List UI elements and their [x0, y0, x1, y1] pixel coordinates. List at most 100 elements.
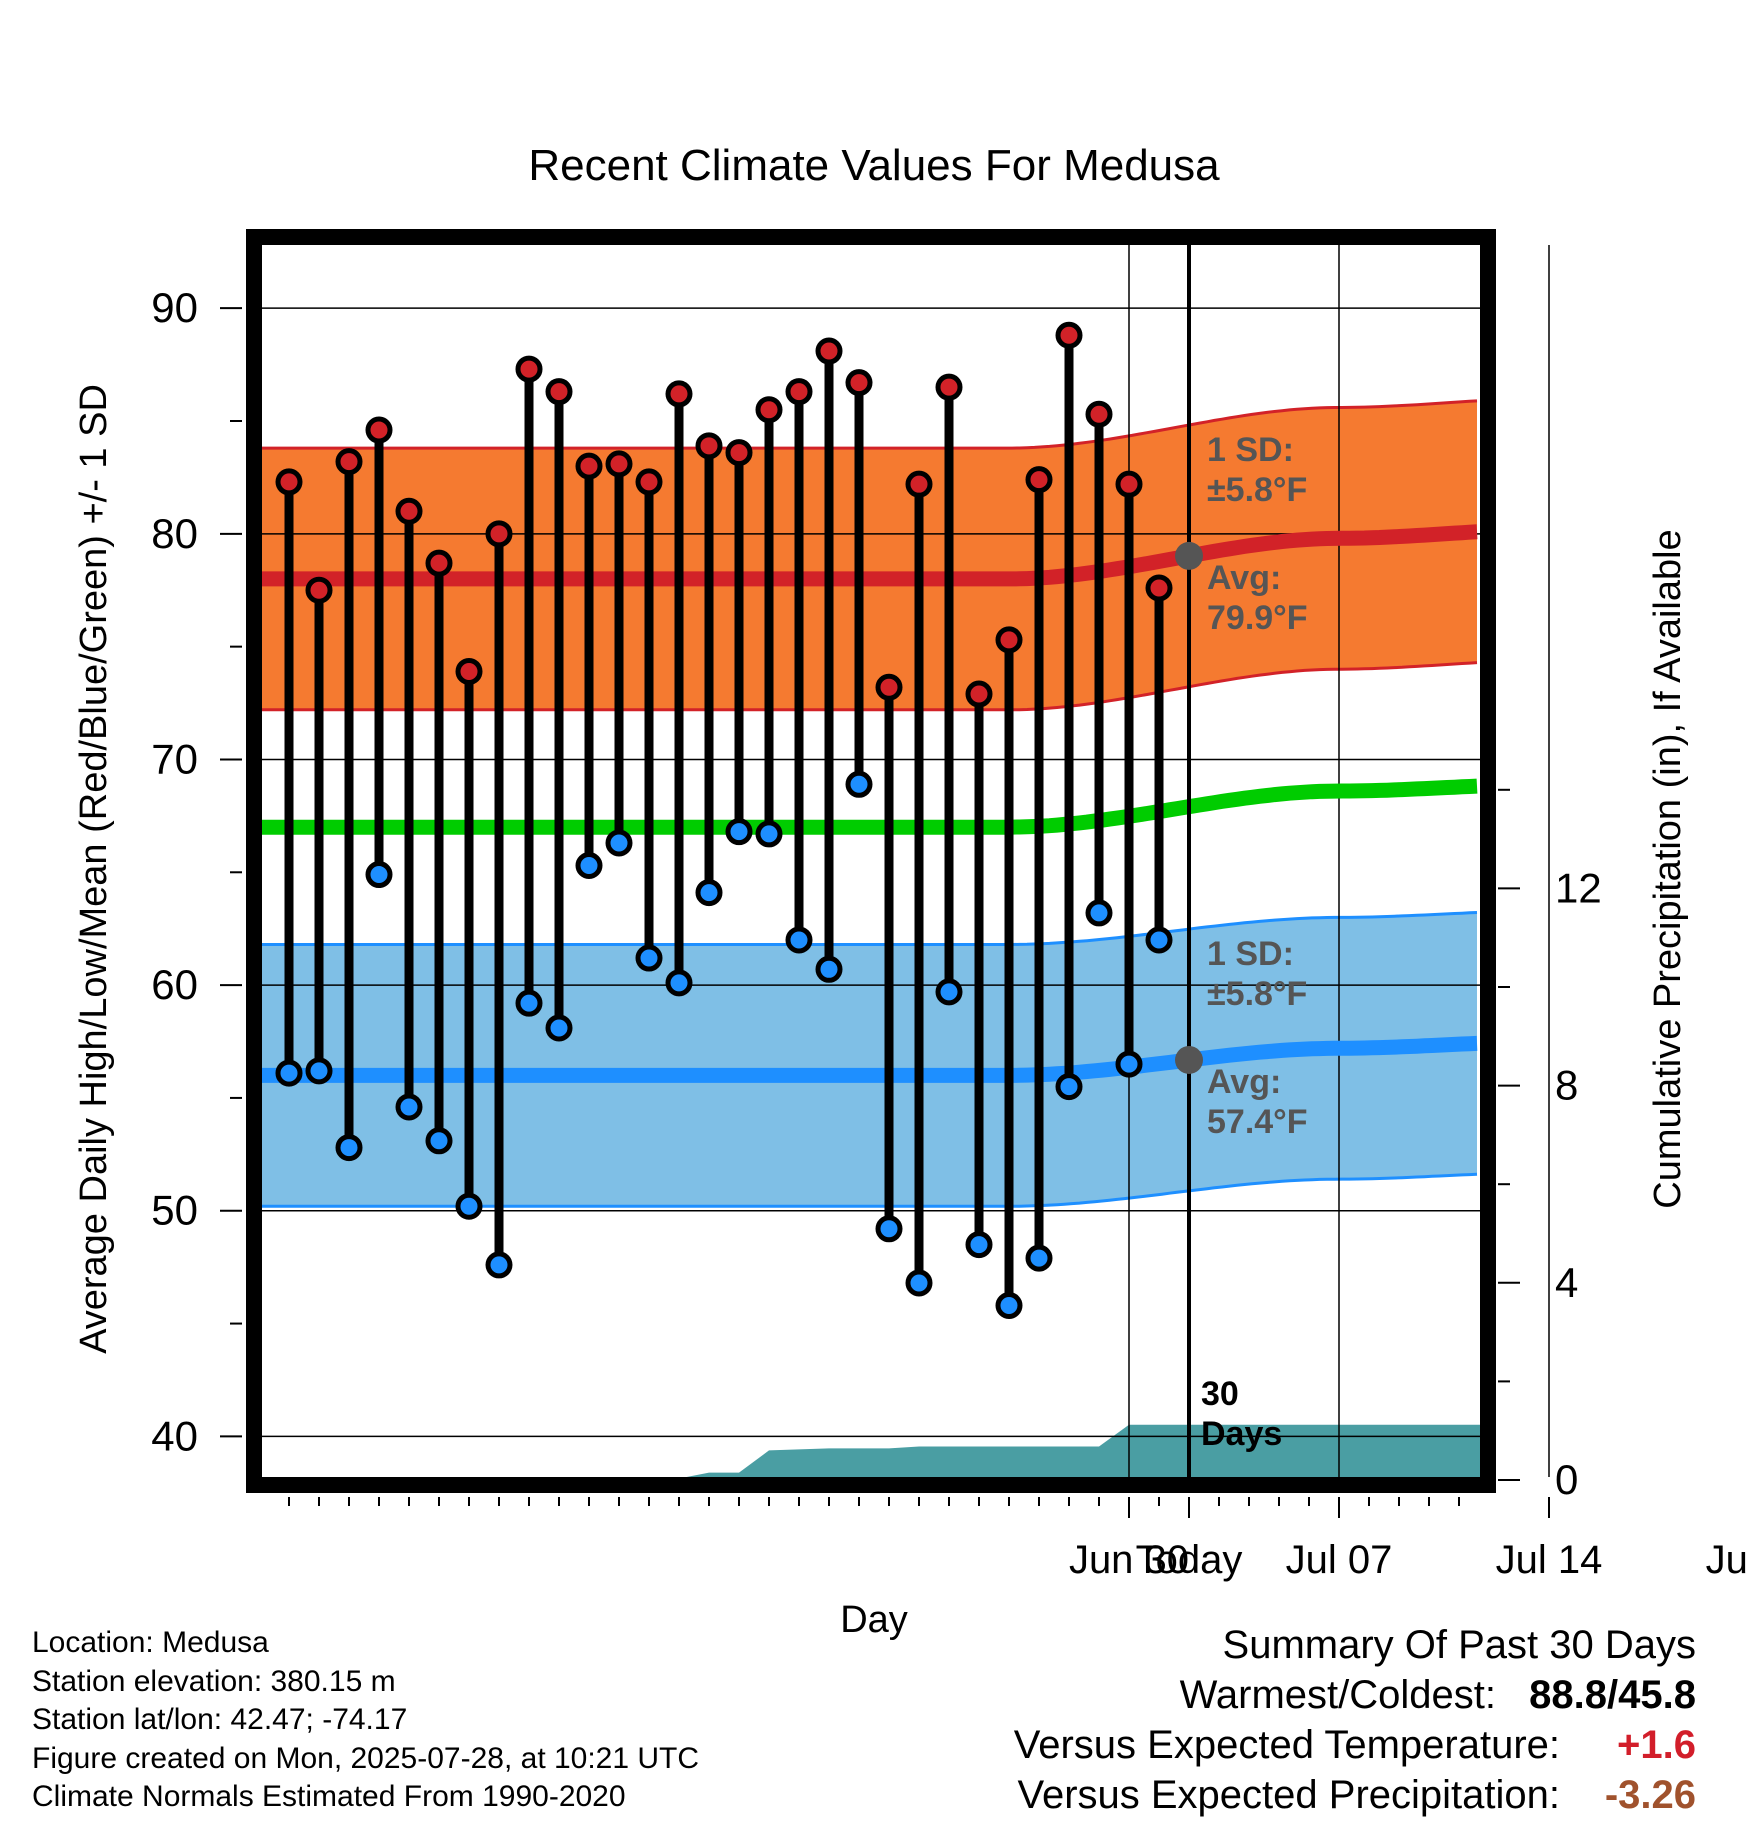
- summary-temp-value: +1.6: [1617, 1723, 1696, 1767]
- footer-location: Location: Medusa: [32, 1626, 269, 1659]
- high-dot-10: [545, 378, 573, 406]
- today-high-avg-dot: [1175, 541, 1203, 570]
- high-dot-7: [455, 657, 483, 685]
- high-dot-6: [425, 549, 453, 577]
- low-dot-23: [935, 978, 963, 1006]
- low-dot-5: [395, 1093, 423, 1121]
- low-sd-band: [262, 912, 1477, 1207]
- low-dot-18: [785, 926, 813, 954]
- high-dot-28: [1085, 400, 1113, 428]
- y-tick-label-90: 90: [151, 284, 198, 331]
- low-dot-22: [905, 1269, 933, 1297]
- low-dot-2: [305, 1057, 333, 1085]
- high-sd-label: 1 SD:: [1207, 431, 1294, 469]
- today-low-avg-dot: [1175, 1045, 1203, 1074]
- high-dot-29: [1115, 470, 1143, 498]
- summary-warmest-value: 88.8/45.8: [1529, 1673, 1696, 1717]
- low-sd-label: 1 SD:: [1207, 935, 1294, 973]
- x-tick-label-jul-14: Jul 14: [1496, 1538, 1603, 1582]
- y2-tick-label-4: 4: [1555, 1259, 1578, 1306]
- axes: 40 50 60 70 80 90 0 4 8 12 Jun 30 Jul 07 Jul 14 Jul 2…: [151, 229, 1748, 1582]
- y-tick-label-60: 60: [151, 961, 198, 1008]
- precip-cumulative-area: [262, 1424, 1480, 1480]
- high-dot-18: [785, 378, 813, 406]
- y2-tick-label-0: 0: [1555, 1456, 1578, 1503]
- high-dot-4: [365, 416, 393, 444]
- low-dot-21: [875, 1215, 903, 1243]
- precip-days-label: Days: [1201, 1415, 1282, 1453]
- summary-precip-value: -3.26: [1604, 1773, 1696, 1817]
- high-dot-30: [1145, 574, 1173, 602]
- x-axis-label: Day: [840, 1599, 908, 1641]
- high-dot-24: [965, 680, 993, 708]
- high-sd-value: ±5.8°F: [1207, 471, 1307, 509]
- chart-title: Recent Climate Values For Medusa: [528, 141, 1220, 190]
- normal-high-line: [262, 524, 1478, 587]
- x-tick-label-today: Today: [1136, 1538, 1243, 1582]
- daily-dots: [275, 321, 1173, 1320]
- footer-latlon: Station lat/lon: 42.47; -74.17: [32, 1703, 408, 1736]
- low-dot-16: [725, 818, 753, 846]
- low-dot-14: [665, 969, 693, 997]
- high-dot-9: [515, 355, 543, 383]
- low-dot-27: [1055, 1073, 1083, 1101]
- high-dot-13: [635, 468, 663, 496]
- low-avg-value: 57.4°F: [1207, 1103, 1308, 1141]
- high-dot-8: [485, 520, 513, 548]
- high-dot-14: [665, 380, 693, 408]
- high-dot-1: [275, 468, 303, 496]
- y-tick-label-80: 80: [151, 510, 198, 557]
- high-avg-value: 79.9°F: [1207, 599, 1308, 637]
- high-dot-17: [755, 396, 783, 424]
- y2-axis-label: Cumulative Precipitation (in), If Availa…: [1647, 529, 1689, 1208]
- footer-created: Figure created on Mon, 2025-07-28, at 10…: [32, 1741, 700, 1775]
- low-avg-label: Avg:: [1207, 1063, 1281, 1101]
- summary-temp-row: Versus Expected Temperature: +1.6: [1014, 1720, 1696, 1770]
- low-dot-6: [425, 1127, 453, 1155]
- summary-precip-row: Versus Expected Precipitation: -3.26: [1014, 1770, 1696, 1820]
- low-dot-7: [455, 1192, 483, 1220]
- summary-warmest-row: Warmest/Coldest: 88.8/45.8: [1014, 1670, 1696, 1720]
- grid-lines: [262, 245, 1550, 1477]
- low-sd-value: ±5.8°F: [1207, 975, 1307, 1013]
- high-dot-16: [725, 439, 753, 467]
- low-dot-15: [695, 879, 723, 907]
- high-dot-25: [995, 626, 1023, 654]
- low-dot-9: [515, 989, 543, 1017]
- low-dot-29: [1115, 1050, 1143, 1078]
- summary-warmest-label: Warmest/Coldest:: [1179, 1673, 1496, 1717]
- footer-elevation: Station elevation: 380.15 m: [32, 1664, 396, 1698]
- x-tick-label-jul-07: Jul 07: [1286, 1538, 1393, 1582]
- high-dot-27: [1055, 321, 1083, 349]
- low-dot-1: [275, 1059, 303, 1087]
- today-marker: [1175, 245, 1203, 1477]
- high-dot-19: [815, 337, 843, 365]
- y-tick-label-70: 70: [151, 735, 198, 782]
- y2-tick-label-8: 8: [1555, 1062, 1578, 1109]
- high-dot-12: [605, 450, 633, 478]
- footer-info: Location: Medusa Station elevation: 380.…: [32, 1624, 699, 1817]
- precip-area: [262, 1424, 1480, 1480]
- low-dot-11: [575, 852, 603, 880]
- high-dot-5: [395, 497, 423, 525]
- summary-title: Summary Of Past 30 Days: [1222, 1623, 1696, 1667]
- high-sd-band-upper-edge: [262, 399, 1478, 450]
- normal-bands: [262, 399, 1478, 1208]
- low-dot-30: [1145, 926, 1173, 954]
- x-tick-label-jul-21: Jul 21: [1706, 1538, 1748, 1582]
- low-dot-12: [605, 829, 633, 857]
- y-axis-label: Average Daily High/Low/Mean (Red/Blue/Gr…: [73, 384, 115, 1354]
- high-sd-band: [262, 400, 1477, 710]
- footer-normals: Climate Normals Estimated From 1990-2020: [32, 1780, 626, 1813]
- y-tick-label-40: 40: [151, 1412, 198, 1459]
- high-avg-label: Avg:: [1207, 559, 1281, 597]
- low-dot-3: [335, 1134, 363, 1162]
- low-dot-20: [845, 770, 873, 798]
- high-dot-26: [1025, 466, 1053, 494]
- summary-temp-label: Versus Expected Temperature:: [1013, 1723, 1560, 1767]
- summary-panel: Summary Of Past 30 Days Warmest/Coldest:…: [1014, 1620, 1696, 1820]
- y2-tick-label-12: 12: [1555, 864, 1602, 911]
- low-dot-24: [965, 1231, 993, 1259]
